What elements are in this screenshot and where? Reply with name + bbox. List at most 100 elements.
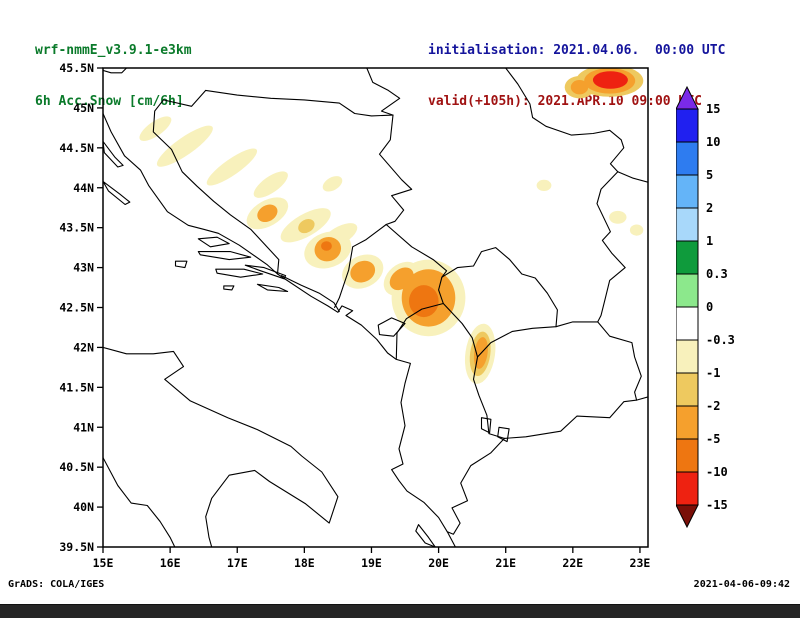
snow-patch [298, 219, 315, 234]
lake-scutari [377, 317, 406, 337]
colorbar: 15 10 5 2 1 0.3 0 -0.3 -1 -2 -5 -10 -15 [676, 86, 735, 529]
island-pag [103, 140, 124, 168]
colorbar-tick-label: 0 [706, 300, 713, 314]
snow-patch [253, 171, 288, 198]
snow-patch [322, 176, 343, 192]
y-axis-label: 42N [73, 340, 94, 354]
y-axis-label: 41.5N [59, 380, 94, 394]
serbia-romania-border [505, 68, 625, 173]
colorbar-tick-label: 2 [706, 201, 713, 215]
montenegro-albania-border [395, 302, 444, 360]
x-axis-label: 22E [562, 556, 583, 570]
valid-time-label: valid(+105h): 2021.APR.10 09:00 UTC [428, 94, 702, 109]
snow-patch [257, 204, 278, 223]
colorbar-tick-label: -1 [706, 366, 720, 380]
y-axis-label: 43.5N [59, 221, 94, 235]
snow-patch [409, 285, 439, 318]
sava-river-border [205, 89, 394, 117]
colorbar-band [676, 207, 699, 242]
macedonia-albania-border [472, 356, 505, 439]
adriatic-east-coast [103, 112, 456, 547]
map-area [103, 68, 648, 547]
serbia-montenegro-border [385, 223, 448, 278]
x-axis-label: 20E [428, 556, 449, 570]
product-name: 6h Acc.Snow [cm/6h] [35, 94, 184, 109]
bottom-dark-bar [0, 604, 800, 618]
lake-ohrid [480, 417, 492, 434]
time-info-block: initialisation: 2021.04.06. 00:00 UTC va… [428, 8, 725, 144]
country-borders [103, 68, 648, 547]
snow-patch [350, 260, 376, 283]
colorbar-tick-label: -0.3 [706, 333, 735, 347]
snow-patch [609, 210, 627, 224]
colorbar-tick-label: 1 [706, 234, 713, 248]
colorbar-tick-label: -5 [706, 432, 720, 446]
macedonia-greece-border [503, 399, 638, 439]
colorbar-tick-label: 10 [706, 135, 720, 149]
creation-timestamp: 2021-04-06-09:42 [693, 579, 790, 590]
greece-bulgaria-border [636, 396, 648, 401]
colorbar-tick-label: 0.3 [706, 267, 728, 281]
y-axis-label: 44N [73, 181, 94, 195]
snow-shading [139, 68, 644, 384]
island-lastovo [223, 285, 235, 291]
serbia-macedonia-border [555, 321, 599, 328]
colorbar-band [676, 174, 699, 209]
island-brac [197, 236, 230, 248]
snow-patch [570, 80, 589, 95]
initialisation-label: initialisation: 2021.04.06. 00:00 UTC [428, 43, 726, 58]
axes: 45.5N 45N 44.5N 44N 43.5N 43N 42.5N 42N 41.5N 41N… [59, 61, 650, 570]
x-axis-label: 17E [227, 556, 248, 570]
snow-patch [592, 71, 628, 89]
snow-patch [139, 116, 172, 141]
island-vis [174, 260, 188, 269]
colorbar-band [676, 273, 699, 308]
macedonia-bulgaria-border [597, 321, 642, 401]
island-korcula [215, 268, 264, 278]
snow-patch [156, 125, 213, 167]
snow-patch [206, 148, 258, 186]
slovenia-croatia-border [103, 68, 128, 74]
y-axis-label: 44.5N [59, 141, 94, 155]
colorbar-band [676, 438, 699, 473]
island-corfu [415, 524, 436, 547]
snow-patch [321, 241, 332, 251]
italy-tyrrhenian-coast [103, 457, 176, 547]
serbia-bulgaria-border [596, 171, 626, 323]
lake-prespa [497, 426, 510, 443]
croatia-bosnia-south-border [280, 275, 340, 313]
colorbar-band [676, 306, 699, 341]
peljesac-peninsula [244, 264, 287, 280]
colorbar-tick-label: -10 [706, 465, 728, 479]
island-mljet [256, 283, 289, 293]
colorbar-band [676, 405, 699, 440]
y-axis-label: 40.5N [59, 460, 94, 474]
colorbar-band [676, 471, 699, 506]
bosnia-serbia-drina-border [378, 114, 413, 226]
colorbar-tick-label: 5 [706, 168, 713, 182]
y-axis-label: 39.5N [59, 540, 94, 554]
colorbar-arrow-top [676, 86, 699, 110]
y-axis-label: 41N [73, 420, 94, 434]
croatia-bosnia-border [152, 89, 280, 275]
x-axis-label: 18E [294, 556, 315, 570]
y-axis-label: 43N [73, 261, 94, 275]
italy-adriatic-coast [103, 346, 339, 547]
colorbar-tick-label: -15 [706, 498, 728, 512]
colorbar-labels: 15 10 5 2 1 0.3 0 -0.3 -1 -2 -5 -10 -15 [706, 102, 735, 512]
y-axis-label: 45.5N [59, 61, 94, 75]
colorbar-tick-label: -2 [706, 399, 720, 413]
island-hvar [197, 251, 252, 261]
colorbar-band [676, 339, 699, 374]
colorbar-arrow-bottom [676, 504, 699, 529]
run-title-block: wrf-nmmE_v3.9.1-e3km 6h Acc.Snow [cm/6h] [35, 8, 192, 144]
x-axis-label: 21E [495, 556, 516, 570]
colorbar-band [676, 240, 699, 275]
island-dugi-otok [103, 180, 131, 206]
colorbar-tick-label: 15 [706, 102, 720, 116]
grads-credit: GrADS: COLA/IGES [8, 579, 105, 590]
x-axis-label: 23E [630, 556, 651, 570]
y-axis-label: 45N [73, 101, 94, 115]
colorbar-band [676, 372, 699, 407]
snow-patch [536, 179, 552, 191]
